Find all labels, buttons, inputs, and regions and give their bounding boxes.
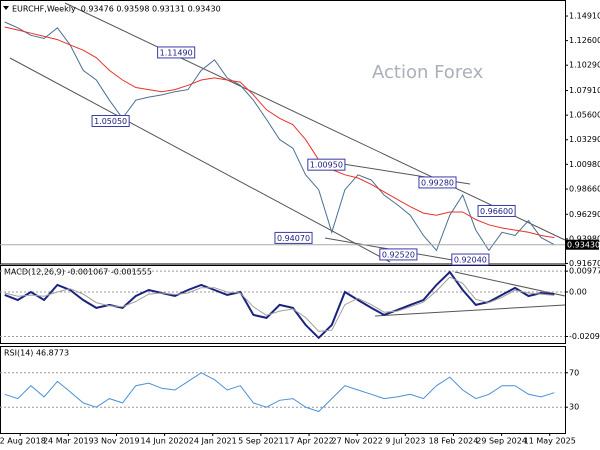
annotation-box [91, 115, 130, 128]
x-tick-label: 3 Nov 2019 [93, 437, 139, 446]
chart-subtitle: 0.93476 0.93598 0.93131 0.93430 [81, 5, 221, 14]
rsi-frame [0, 346, 566, 434]
x-tick-label: 14 Jun 2020 [141, 437, 189, 446]
y-tick-label: 1.12600 [569, 36, 600, 45]
x-tick-label: 12 Aug 2018 [0, 437, 46, 446]
last-price-label: 0.93430 [567, 241, 600, 250]
y-tick-label: -0.020949 [569, 332, 600, 341]
x-tick-label: 11 May 2025 [524, 437, 576, 446]
y-tick-label: 30 [569, 403, 579, 412]
channel-lower [9, 57, 391, 263]
annotation-box [477, 204, 516, 217]
y-tick-label: 70 [569, 368, 579, 377]
annotation-box [274, 231, 313, 244]
annotation-label: 1.05050 [94, 117, 127, 126]
macd-trend-lower [374, 304, 566, 317]
rsi-title: RSI(14) 46.8773 [4, 349, 69, 358]
annotation-box [451, 253, 490, 266]
annotation-box [379, 248, 418, 261]
macd-frame [0, 265, 566, 344]
annotation-label: 0.92040 [454, 256, 487, 265]
y-tick-label: 1.10290 [569, 61, 600, 70]
annotation-label: 0.96600 [480, 207, 513, 216]
watermark: Action Forex [372, 62, 484, 83]
annotation-box [157, 46, 196, 59]
x-tick-label: 24 Mar 2019 [43, 437, 94, 446]
x-tick-label: 5 Sep 2021 [238, 437, 284, 446]
series-line [4, 276, 555, 332]
chart-title: EURCHF,Weekly [12, 5, 76, 14]
series-line [4, 26, 555, 239]
y-tick-label: 1.03290 [569, 135, 600, 144]
y-tick-label: 0.93980 [569, 234, 600, 243]
annotation-label: 1.00950 [310, 161, 343, 170]
menu-icon [3, 6, 9, 10]
x-tick-label: 9 Jul 2023 [385, 437, 425, 446]
annotation-box [307, 158, 346, 171]
x-tick-label: 18 Feb 2024 [429, 437, 479, 446]
y-tick-label: 1.07910 [569, 86, 600, 95]
y-tick-label: 0.00977 [569, 267, 600, 276]
y-tick-label: 0.91670 [569, 259, 600, 268]
last-price-box [565, 239, 599, 250]
macd-trend-upper [454, 271, 566, 297]
series-line [4, 21, 555, 252]
y-tick-label: 1.14910 [569, 12, 600, 21]
channel-upper [64, 2, 566, 241]
macd-title: MACD(12,26,9) -0.001067 -0.001555 [4, 268, 152, 277]
series-line [4, 372, 555, 413]
y-tick-label: 0.00 [569, 287, 587, 296]
annotation-label: 0.99280 [421, 178, 454, 187]
price-frame [0, 0, 566, 265]
annotation-box [418, 176, 457, 189]
annotation-label: 1.11490 [160, 48, 193, 57]
series-line [4, 270, 555, 340]
y-tick-label: 0.96290 [569, 210, 600, 219]
x-tick-label: 17 Apr 2022 [284, 437, 333, 446]
y-tick-label: 0.98660 [569, 185, 600, 194]
x-tick-label: 29 Sep 2024 [476, 437, 527, 446]
x-tick-label: 24 Jan 2021 [189, 437, 237, 446]
x-tick-label: 27 Nov 2022 [332, 437, 383, 446]
y-tick-label: 1.00980 [569, 160, 600, 169]
y-tick-label: 1.05600 [569, 111, 600, 120]
annotation-label: 0.94070 [277, 234, 310, 243]
annotation-label: 0.92520 [382, 250, 415, 259]
